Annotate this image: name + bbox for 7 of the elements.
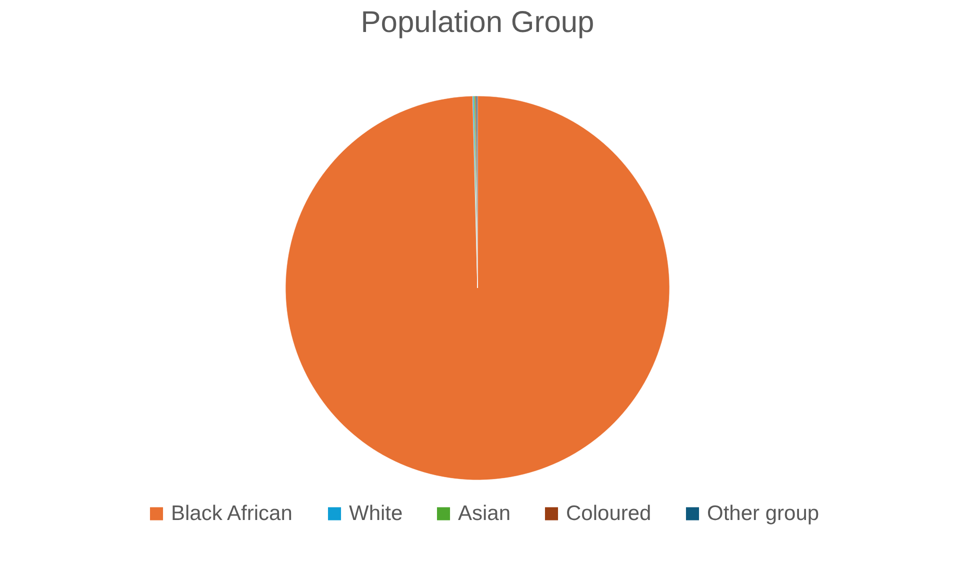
legend-label: Coloured [566,502,652,525]
pie-slice [285,96,670,480]
chart-title: Population Group [360,6,594,39]
legend-label: Asian [458,502,511,525]
legend-label: White [349,502,403,525]
legend-label: Black African [171,502,292,525]
legend-label: Other group [707,502,820,525]
